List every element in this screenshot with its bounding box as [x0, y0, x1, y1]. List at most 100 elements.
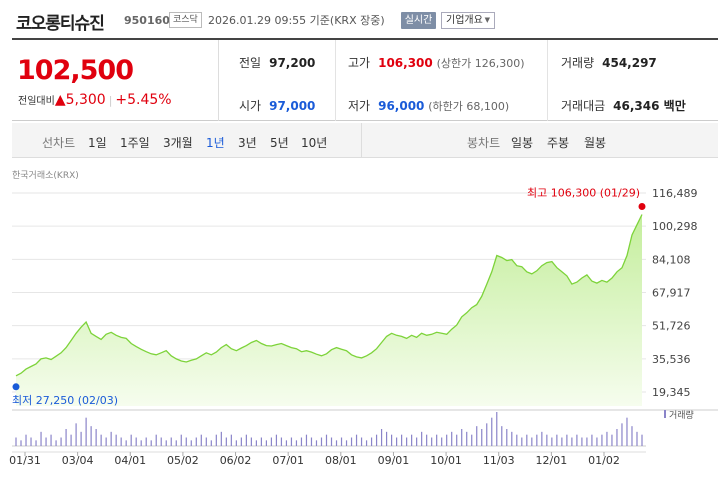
volume-bar: [461, 429, 463, 446]
volume-bar: [355, 434, 358, 446]
volume-bar: [180, 434, 182, 446]
high-label: 고가: [348, 56, 371, 70]
period-5y[interactable]: 5년: [270, 136, 289, 150]
y-tick-label: 100,298: [652, 220, 698, 233]
trade-value: 거래대금 46,346 백만: [561, 97, 686, 114]
period-3m[interactable]: 3개월: [163, 136, 193, 150]
y-tick-label: 51,726: [652, 320, 691, 333]
price-chart[interactable]: 116,489 100,298 84,108 67,917 51,726 35,536 19…: [0, 180, 718, 489]
volume-bar: [185, 437, 187, 446]
volume-bar: [210, 440, 212, 446]
low-label: 저가: [348, 99, 371, 113]
volume-bar: [451, 431, 453, 446]
volume-bar: [195, 437, 197, 446]
volume: 거래량 454,297: [561, 54, 657, 71]
prev-close-label: 전일: [239, 56, 262, 70]
volume-legend-swatch: [664, 410, 666, 418]
volume-bar: [385, 431, 388, 446]
current-price: 102,500: [17, 55, 134, 86]
x-tick-label: 06/02: [220, 454, 252, 467]
period-10y[interactable]: 10년: [301, 136, 328, 150]
volume-bar: [255, 440, 257, 446]
volume-bar: [120, 437, 122, 446]
volume-bar: [541, 431, 543, 446]
volume-bar: [441, 437, 443, 446]
volume-bar: [531, 437, 533, 446]
period-3y[interactable]: 3년: [238, 136, 257, 150]
volume-bar: [411, 434, 413, 446]
volume-bar: [571, 437, 573, 446]
volume-bar: [556, 434, 558, 446]
candle-chart-label[interactable]: 봉차트: [467, 136, 501, 150]
volume-bar: [396, 437, 398, 446]
volume-bar: [456, 434, 458, 446]
volume-bar: [205, 437, 207, 446]
min-price-label: 최저 27,250 (02/03): [12, 394, 118, 407]
volume-legend-label: 거래량: [669, 409, 694, 421]
volume-bar: [551, 437, 553, 446]
period-1w[interactable]: 1주일: [120, 136, 150, 150]
volume-bar: [340, 437, 343, 446]
volume-bar: [631, 426, 633, 446]
candle-monthly[interactable]: 월봉: [584, 136, 607, 150]
volume-bar: [401, 434, 403, 446]
y-tick-label: 84,108: [652, 253, 691, 266]
y-tick-label: 35,536: [652, 353, 691, 366]
change-label: 전일대비: [18, 96, 55, 107]
volume-bar: [220, 431, 222, 446]
trade-value-label: 거래대금: [561, 99, 606, 113]
x-tick-label: 01/31: [9, 454, 41, 467]
volume-bar: [100, 434, 102, 446]
stock-name[interactable]: 코오롱티슈진: [16, 14, 105, 34]
price-change-row: 전일대비▲5,300 | +5.45%: [18, 92, 172, 108]
volume-bar: [310, 437, 313, 446]
volume-bar: [446, 434, 448, 446]
volume-bar: [375, 434, 378, 446]
volume-bar: [325, 434, 328, 446]
upper-limit: (상한가 126,300): [436, 57, 525, 70]
volume-bar: [245, 434, 247, 446]
volume-bar: [566, 434, 568, 446]
open-price: 시가 97,000: [239, 97, 315, 114]
x-tick-label: 09/01: [378, 454, 410, 467]
period-1d[interactable]: 1일: [88, 136, 107, 150]
volume-bar: [160, 437, 162, 446]
company-overview-label: 기업개요: [446, 15, 483, 26]
volume-bar: [65, 429, 67, 446]
period-1y[interactable]: 1년: [206, 136, 225, 150]
volume-bar: [365, 440, 368, 446]
volume-bar: [335, 440, 338, 446]
company-overview-dropdown[interactable]: 기업개요 ▼: [441, 12, 495, 29]
volume-bar: [95, 429, 97, 446]
change-percent: +5.45%: [115, 92, 172, 108]
volume-bar: [586, 437, 588, 446]
candle-weekly[interactable]: 주봉: [547, 136, 570, 150]
price-area: 102,500 전일대비▲5,300 | +5.45%: [12, 40, 219, 121]
volume-bar: [576, 434, 578, 446]
volume-bar: [110, 431, 112, 446]
volume-bar: [155, 434, 157, 446]
volume-bar: [561, 437, 563, 446]
volume-bar: [235, 440, 237, 446]
volume-bar: [40, 431, 42, 446]
volume-bar: [140, 440, 142, 446]
candle-daily[interactable]: 일봉: [511, 136, 534, 150]
trade-value-value: 46,346 백만: [613, 99, 686, 113]
volume-bar: [526, 434, 528, 446]
volume-bar: [641, 434, 643, 446]
volume-bar: [275, 434, 278, 446]
prev-close: 전일 97,200: [239, 54, 315, 71]
volume-bar: [315, 440, 318, 446]
volume-bar: [596, 437, 598, 446]
volume-bar: [591, 434, 593, 446]
line-chart-label[interactable]: 선차트: [42, 136, 76, 150]
volume-bar: [391, 434, 393, 446]
volume-bar: [200, 434, 202, 446]
volume-bar: [496, 412, 498, 446]
stock-header: 코오롱티슈진 950160 코스닥 2026.01.29 09:55 기준(KR…: [0, 0, 718, 38]
x-tick-label: 04/01: [114, 454, 146, 467]
lower-limit: (하한가 68,100): [428, 100, 510, 113]
realtime-button[interactable]: 실시간: [401, 12, 436, 29]
volume-bar: [320, 437, 323, 446]
volume-bar: [345, 440, 348, 446]
